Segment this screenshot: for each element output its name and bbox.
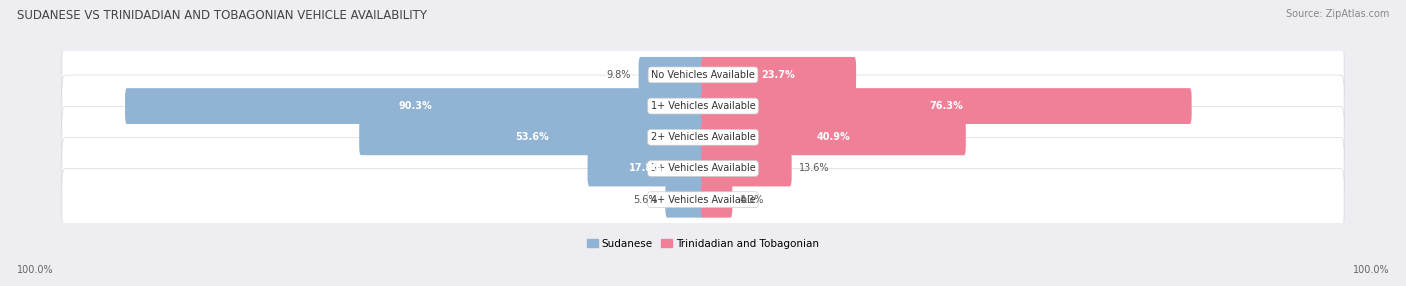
FancyBboxPatch shape <box>588 150 704 186</box>
Text: Source: ZipAtlas.com: Source: ZipAtlas.com <box>1285 9 1389 19</box>
Text: 4+ Vehicles Available: 4+ Vehicles Available <box>651 195 755 205</box>
FancyBboxPatch shape <box>62 106 1344 168</box>
FancyBboxPatch shape <box>62 169 1344 231</box>
Text: 17.8%: 17.8% <box>630 164 664 174</box>
FancyBboxPatch shape <box>702 119 966 155</box>
Text: 5.6%: 5.6% <box>633 195 658 205</box>
Text: 2+ Vehicles Available: 2+ Vehicles Available <box>651 132 755 142</box>
FancyBboxPatch shape <box>702 57 856 93</box>
Text: 3+ Vehicles Available: 3+ Vehicles Available <box>651 164 755 174</box>
Text: No Vehicles Available: No Vehicles Available <box>651 70 755 80</box>
FancyBboxPatch shape <box>665 182 704 218</box>
FancyBboxPatch shape <box>702 88 1192 124</box>
Text: 9.8%: 9.8% <box>606 70 631 80</box>
FancyBboxPatch shape <box>125 88 704 124</box>
Text: 23.7%: 23.7% <box>762 70 796 80</box>
FancyBboxPatch shape <box>638 57 704 93</box>
Text: 40.9%: 40.9% <box>817 132 851 142</box>
Text: SUDANESE VS TRINIDADIAN AND TOBAGONIAN VEHICLE AVAILABILITY: SUDANESE VS TRINIDADIAN AND TOBAGONIAN V… <box>17 9 427 21</box>
FancyBboxPatch shape <box>62 75 1344 137</box>
FancyBboxPatch shape <box>62 44 1344 106</box>
Text: 100.0%: 100.0% <box>17 265 53 275</box>
FancyBboxPatch shape <box>62 138 1344 200</box>
FancyBboxPatch shape <box>702 182 733 218</box>
FancyBboxPatch shape <box>359 119 704 155</box>
Text: 4.3%: 4.3% <box>740 195 765 205</box>
Text: 53.6%: 53.6% <box>515 132 548 142</box>
Legend: Sudanese, Trinidadian and Tobagonian: Sudanese, Trinidadian and Tobagonian <box>588 239 818 249</box>
Text: 1+ Vehicles Available: 1+ Vehicles Available <box>651 101 755 111</box>
Text: 100.0%: 100.0% <box>1353 265 1389 275</box>
FancyBboxPatch shape <box>702 150 792 186</box>
Text: 76.3%: 76.3% <box>929 101 963 111</box>
Text: 90.3%: 90.3% <box>398 101 432 111</box>
Text: 13.6%: 13.6% <box>800 164 830 174</box>
